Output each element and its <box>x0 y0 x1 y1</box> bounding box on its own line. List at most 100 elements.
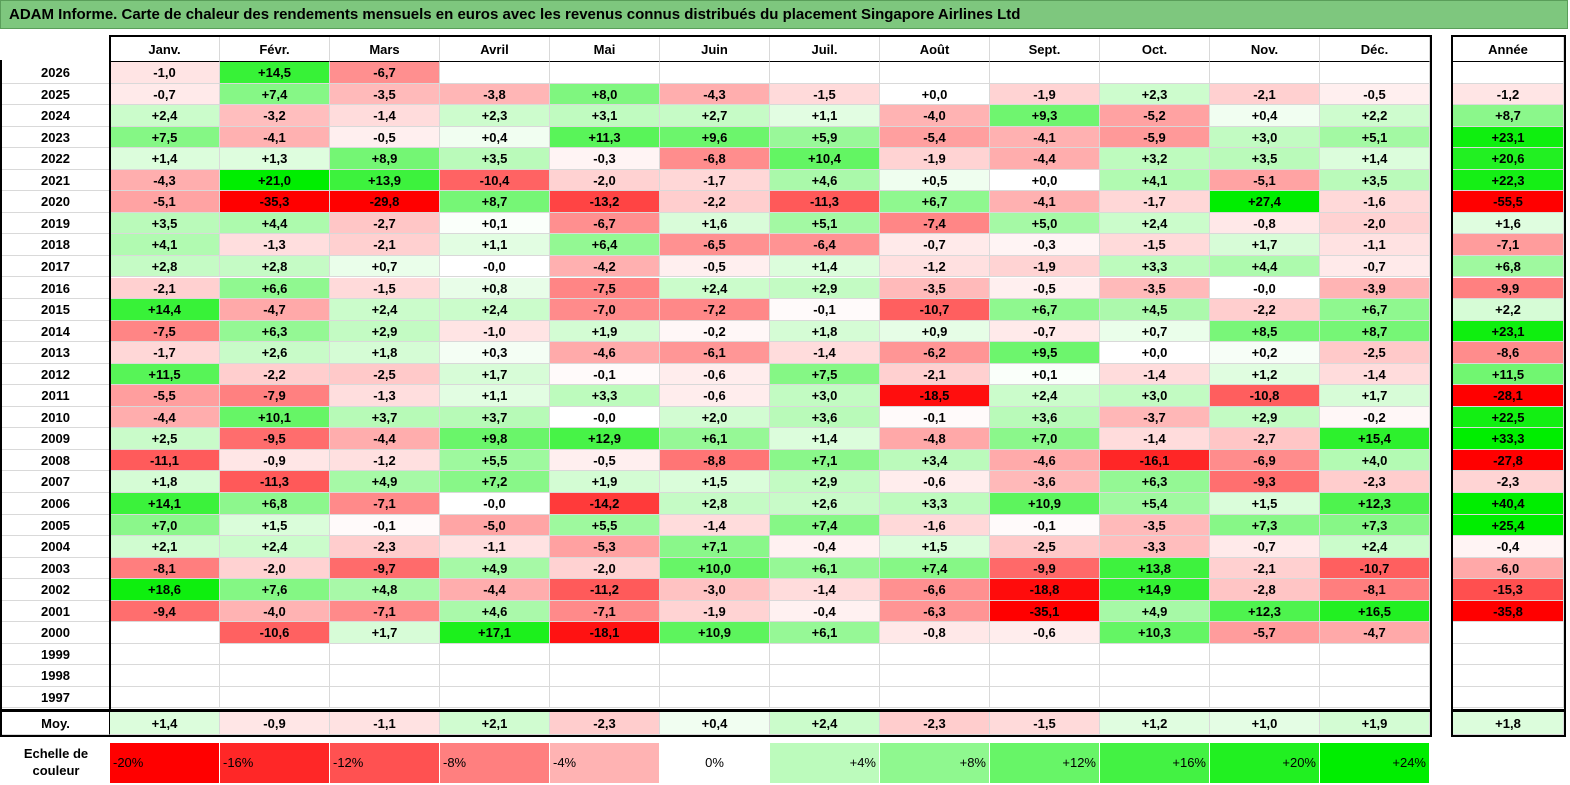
heatmap-cell: -9,4 <box>110 600 220 623</box>
heatmap-cell: -9,7 <box>330 557 440 580</box>
heatmap-cell: +2,9 <box>330 320 440 343</box>
heatmap-cell <box>330 643 440 666</box>
heatmap-cell: -1,1 <box>1320 234 1430 256</box>
heatmap-cell: +27,4 <box>1210 191 1320 213</box>
heatmap-cell: +6,3 <box>1100 471 1210 493</box>
heatmap-cell: +7,4 <box>770 514 880 537</box>
heatmap-cell: +6,1 <box>660 428 770 450</box>
year-label: 2023 <box>2 126 110 149</box>
annual-cell: +2,2 <box>1453 299 1564 321</box>
heatmap-cell: -7,5 <box>550 277 660 300</box>
annual-column-header: Année <box>1453 37 1564 62</box>
heatmap-cell: -3,8 <box>440 83 550 106</box>
heatmap-cell: -0,3 <box>990 234 1100 256</box>
heatmap-cell: -1,5 <box>770 83 880 106</box>
year-label: 2017 <box>2 255 110 278</box>
column-header-2: Févr. <box>220 37 330 62</box>
heatmap-cell: -35,3 <box>220 191 330 213</box>
heatmap-cell: -0,3 <box>550 148 660 170</box>
heatmap-cell <box>990 665 1100 687</box>
heatmap-cell: +3,6 <box>990 406 1100 429</box>
annual-cell: +23,1 <box>1453 126 1564 149</box>
heatmap-cell: -0,6 <box>880 471 990 493</box>
heatmap-cell: -0,2 <box>1320 406 1430 429</box>
heatmap-cell <box>990 643 1100 666</box>
heatmap-cell: -0,5 <box>990 277 1100 300</box>
heatmap-cell: +1,1 <box>440 385 550 407</box>
heatmap-cell: +0,9 <box>880 320 990 343</box>
year-label: 2020 <box>2 191 110 213</box>
annual-cell: -0,4 <box>1453 536 1564 558</box>
heatmap-cell: -1,4 <box>1320 363 1430 386</box>
heatmap-cell: +1,7 <box>440 363 550 386</box>
heatmap-cell: +1,5 <box>880 536 990 558</box>
heatmap-cell <box>550 643 660 666</box>
column-header-10: Oct. <box>1100 37 1210 62</box>
heatmap-cell: +2,8 <box>110 255 220 278</box>
heatmap-cell: -6,1 <box>660 342 770 364</box>
heatmap-cell: +6,1 <box>770 622 880 644</box>
annual-cell: -55,5 <box>1453 191 1564 213</box>
heatmap-cell: -11,3 <box>770 191 880 213</box>
year-label: 2002 <box>2 579 110 601</box>
heatmap-cell: +1,3 <box>220 148 330 170</box>
heatmap-cell: +3,7 <box>330 406 440 429</box>
heatmap-cell: -0,5 <box>660 255 770 278</box>
heatmap-cell: +0,1 <box>990 363 1100 386</box>
average-cell: -1,5 <box>990 711 1100 735</box>
year-label: 1997 <box>2 686 110 709</box>
heatmap-cell: +4,1 <box>1100 169 1210 192</box>
heatmap-cell <box>660 643 770 666</box>
average-cell: +2,1 <box>440 711 550 735</box>
heatmap-cell: -18,5 <box>880 385 990 407</box>
heatmap-cell: +10,1 <box>220 406 330 429</box>
heatmap-cell: +3,5 <box>1210 148 1320 170</box>
heatmap-cell: -1,6 <box>880 514 990 537</box>
heatmap-cell: +3,0 <box>1210 126 1320 149</box>
heatmap-cell: +2,4 <box>1320 536 1430 558</box>
heatmap-cell: -2,1 <box>1210 83 1320 106</box>
year-label: 1999 <box>2 643 110 666</box>
heatmap-cell: -0,4 <box>770 600 880 623</box>
heatmap-cell: +8,5 <box>1210 320 1320 343</box>
column-header-3: Mars <box>330 37 440 62</box>
heatmap-cell: -1,9 <box>990 83 1100 106</box>
annual-cell <box>1453 665 1564 687</box>
heatmap-cell: -4,2 <box>550 255 660 278</box>
heatmap-cell: -9,3 <box>1210 471 1320 493</box>
heatmap-cell: -11,1 <box>110 449 220 472</box>
heatmap-cell: +6,7 <box>880 191 990 213</box>
heatmap-cell: -7,1 <box>550 600 660 623</box>
annual-cell: +20,6 <box>1453 148 1564 170</box>
heatmap-cell: +6,3 <box>220 320 330 343</box>
heatmap-cell: +3,3 <box>880 493 990 515</box>
heatmap-cell: +5,1 <box>1320 126 1430 149</box>
heatmap-cell: -1,0 <box>440 320 550 343</box>
heatmap-cell <box>110 643 220 666</box>
heatmap-cell: -2,5 <box>1320 342 1430 364</box>
heatmap-cell: +6,8 <box>220 493 330 515</box>
heatmap-cell: -5,2 <box>1100 105 1210 127</box>
heatmap-cell: -14,2 <box>550 493 660 515</box>
heatmap-cell <box>1100 665 1210 687</box>
heatmap-cell: -0,5 <box>1320 83 1430 106</box>
heatmap-cell: +5,5 <box>440 449 550 472</box>
heatmap-cell: +17,1 <box>440 622 550 644</box>
heatmap-cell: -10,7 <box>1320 557 1430 580</box>
heatmap-cell: +2,4 <box>110 105 220 127</box>
heatmap-cell: +0,0 <box>880 83 990 106</box>
heatmap-cell: -3,2 <box>220 105 330 127</box>
heatmap-cell: +7,5 <box>110 126 220 149</box>
heatmap-cell: +7,4 <box>880 557 990 580</box>
heatmap-cell: -6,3 <box>880 600 990 623</box>
heatmap-cell: -2,2 <box>660 191 770 213</box>
heatmap-cell: +11,3 <box>550 126 660 149</box>
heatmap-cell: -2,3 <box>330 536 440 558</box>
heatmap-cell: -0,8 <box>880 622 990 644</box>
annual-cell: +22,5 <box>1453 406 1564 429</box>
heatmap-cell: +8,7 <box>440 191 550 213</box>
year-label: 2025 <box>2 83 110 106</box>
column-header-7: Juil. <box>770 37 880 62</box>
annual-cell: -28,1 <box>1453 385 1564 407</box>
heatmap-cell: -2,0 <box>220 557 330 580</box>
